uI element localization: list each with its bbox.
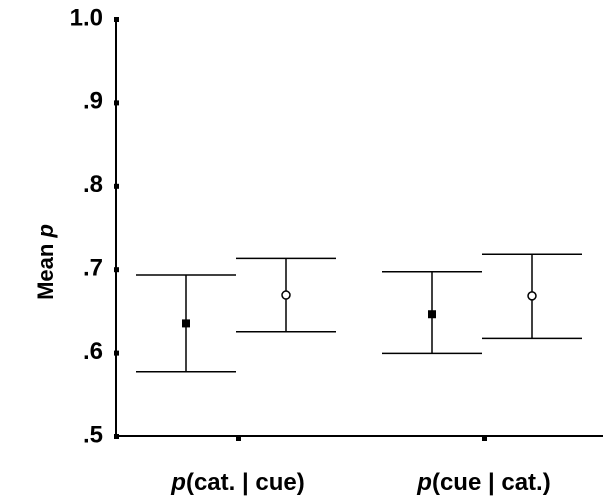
y-tick-label: .5 bbox=[83, 421, 103, 448]
y-tick-label: .9 bbox=[83, 88, 103, 115]
y-tick-label: 1.0 bbox=[70, 4, 103, 31]
data-point-circle bbox=[281, 290, 291, 300]
x-tick bbox=[236, 436, 241, 441]
x-axis-category-labels: p(cat. | cue) p(cue | cat.) bbox=[170, 469, 550, 496]
x-axis-ticks bbox=[236, 436, 487, 441]
x-category-label: p(cue | cat.) bbox=[416, 469, 550, 496]
y-axis-tick-labels: 1.0 .9 .8 .7 .6 .5 bbox=[70, 4, 103, 448]
error-bars bbox=[136, 253, 582, 373]
y-tick-label: .7 bbox=[83, 255, 103, 282]
y-tick-label: .8 bbox=[83, 171, 103, 198]
data-point-square bbox=[182, 319, 190, 328]
data-point-square bbox=[428, 310, 436, 319]
y-tick-label: .6 bbox=[83, 338, 103, 365]
y-axis-title: Mean p bbox=[33, 224, 58, 300]
x-tick bbox=[482, 436, 487, 441]
data-point-circle bbox=[527, 291, 537, 301]
x-category-label: p(cat. | cue) bbox=[170, 469, 304, 496]
axes bbox=[115, 19, 603, 437]
data-points bbox=[182, 290, 537, 328]
